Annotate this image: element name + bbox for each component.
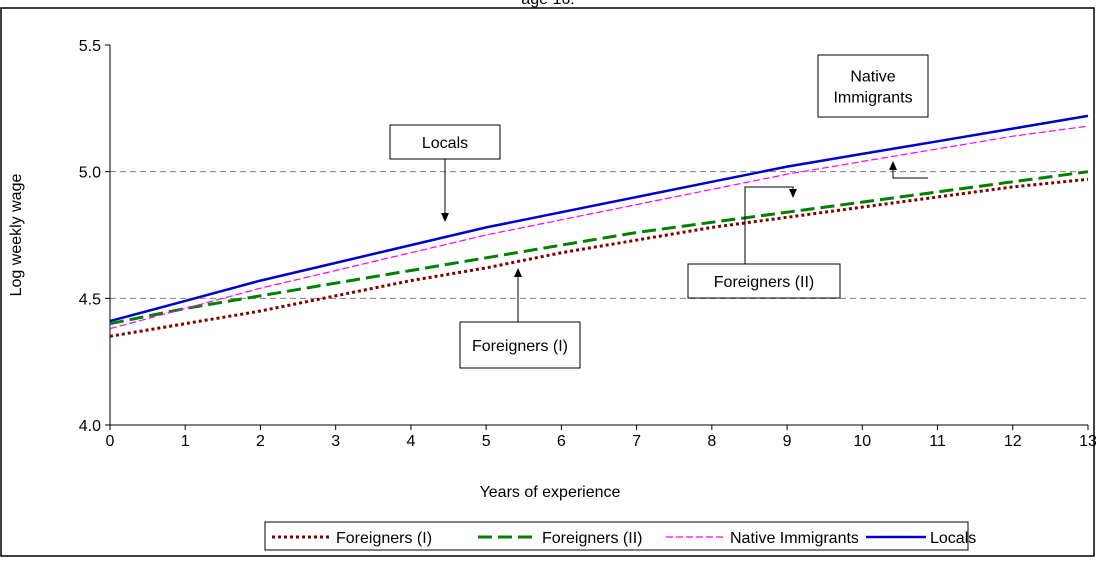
- y-tick-label: 4.0: [79, 418, 101, 435]
- legend-box: [264, 521, 969, 551]
- x-tick-label: 7: [632, 433, 641, 450]
- legend-label: Native Immigrants: [730, 530, 859, 547]
- annotation-text: Native: [850, 69, 895, 86]
- annotation-text: Locals: [422, 135, 468, 152]
- annotation-arrow: [744, 186, 797, 264]
- x-tick-label: 4: [406, 433, 415, 450]
- chart-border: [0, 7, 1095, 557]
- x-tick-label: 0: [106, 433, 115, 450]
- annotation-text: Foreigners (I): [472, 338, 568, 355]
- series-line: [109, 177, 1089, 338]
- annotation-box: [459, 321, 581, 369]
- x-tick-label: 11: [929, 433, 946, 450]
- y-tick-label: 4.5: [79, 291, 101, 308]
- x-tick-label: 12: [1004, 433, 1022, 450]
- legend-label: Locals: [930, 530, 976, 547]
- x-tick-label: 9: [783, 433, 792, 450]
- y-tick-label: 5.5: [79, 38, 101, 55]
- x-tick-label: 8: [707, 433, 716, 450]
- annotation-box: [687, 263, 841, 299]
- x-tick-label: 5: [482, 433, 491, 450]
- x-axis-label: Years of experience: [480, 484, 621, 501]
- annotation-text: Immigrants: [833, 90, 912, 107]
- x-tick-label: 6: [557, 433, 566, 450]
- x-tick-label: 3: [331, 433, 340, 450]
- x-tick-label: 2: [256, 433, 265, 450]
- legend-label: Foreigners (I): [336, 530, 432, 547]
- series-line: [109, 125, 1089, 330]
- x-tick-label: 10: [853, 433, 871, 450]
- y-axis-label: Log weekly wage: [8, 174, 25, 297]
- series-line: [109, 114, 1089, 323]
- chart-title: age 16.: [521, 0, 574, 8]
- x-tick-label: 13: [1079, 433, 1096, 450]
- legend-label: Foreigners (II): [542, 530, 642, 547]
- annotation-box: [389, 124, 501, 160]
- x-tick-label: 1: [181, 433, 190, 450]
- annotation-box: [817, 54, 929, 118]
- series-line: [109, 170, 1089, 326]
- annotation-text: Foreigners (II): [714, 274, 814, 291]
- y-tick-label: 5.0: [79, 165, 101, 182]
- annotation-arrow: [889, 161, 928, 179]
